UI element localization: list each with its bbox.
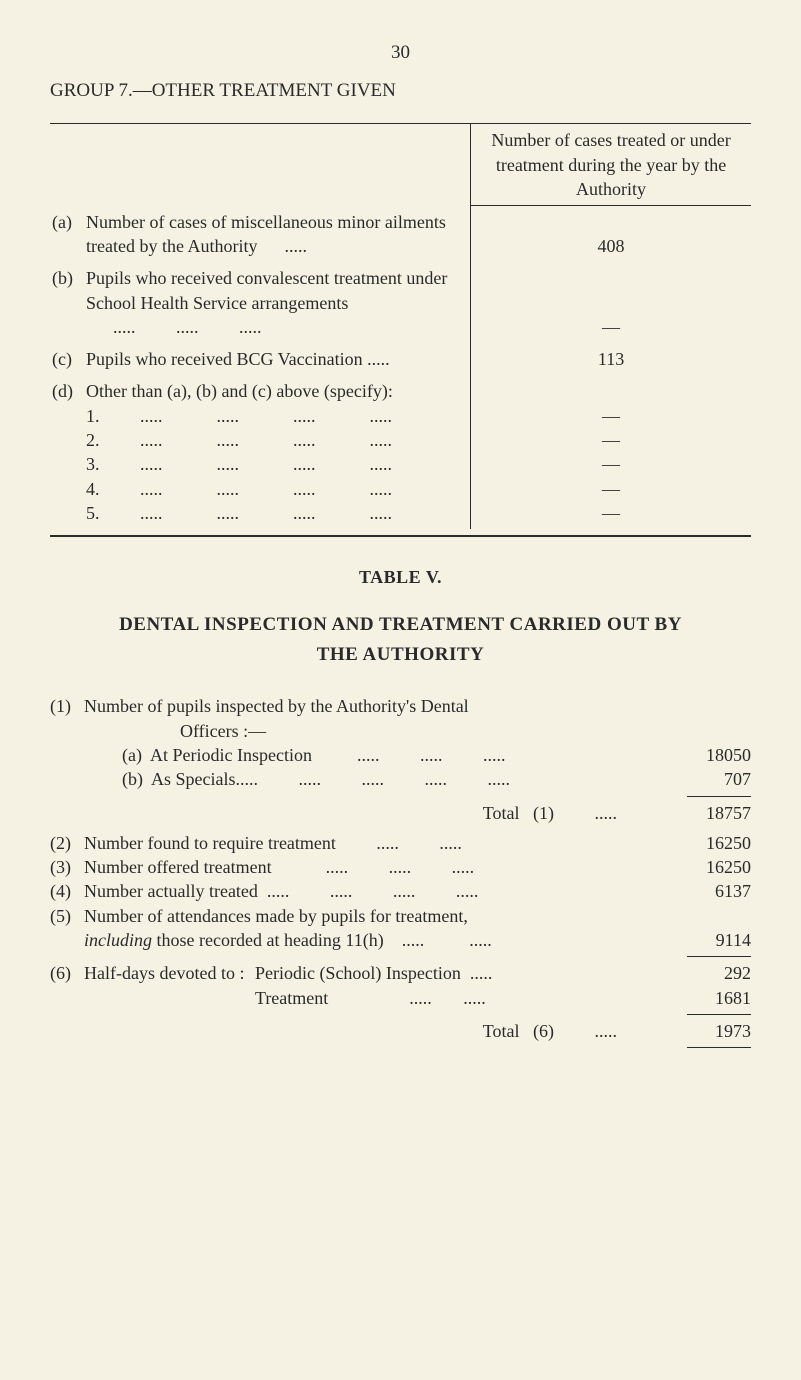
item3-value: 16250 (677, 855, 751, 879)
sub2-dots: ..... ..... ..... ..... (100, 430, 393, 450)
item6-num: (6) (50, 961, 84, 985)
total1-value: 18757 (677, 801, 751, 825)
item5-post: those recorded at heading 11(h) ..... ..… (152, 930, 492, 950)
item1b-value: 707 (677, 767, 751, 791)
rule-bottom (50, 535, 751, 537)
row-d-sub2: 2. ..... ..... ..... ..... (86, 428, 462, 452)
row-d: (d) Other than (a), (b) and (c) above (s… (52, 379, 462, 403)
treatment-table: Number of cases treated or under treatme… (50, 124, 751, 529)
item2-num: (2) (50, 831, 84, 855)
dental-item-6: (6) Half-days devoted to : Periodic (Sch… (50, 961, 751, 1010)
sub5-dots: ..... ..... ..... ..... (100, 503, 393, 523)
item6-r2-value: 1681 (677, 986, 751, 1010)
row-d-text: Other than (a), (b) and (c) above (speci… (86, 379, 462, 403)
dental-item-1a: (a) At Periodic Inspection ..... ..... .… (122, 743, 751, 767)
row-d-sub1: 1. ..... ..... ..... ..... (86, 404, 462, 428)
item3-num: (3) (50, 855, 84, 879)
row-d-sub5-value: — (471, 501, 751, 529)
item5-including: including (84, 930, 152, 950)
row-d-sub4-value: — (471, 477, 751, 501)
item6-r2-text: Treatment ..... ..... (255, 986, 677, 1010)
row-d-tag: (d) (52, 379, 86, 403)
row-a-tag: (a) (52, 210, 86, 259)
item1-text: Number of pupils inspected by the Author… (84, 694, 751, 718)
row-c: (c) Pupils who received BCG Vaccination … (52, 347, 462, 371)
dental-heading: DENTAL INSPECTION AND TREATMENT CARRIED … (50, 610, 751, 671)
item5-num: (5) (50, 904, 84, 928)
item6-r1-value: 292 (677, 961, 751, 985)
row-a: (a) Number of cases of miscellaneous min… (52, 210, 462, 259)
item6-row1: Periodic (School) Inspection ..... 292 (255, 961, 751, 985)
page-number: 30 (50, 40, 751, 66)
item2-text: Number found to require treatment ..... … (84, 831, 677, 855)
item5-text-l1: Number of attendances made by pupils for… (84, 904, 751, 928)
group-heading: GROUP 7.—OTHER TREATMENT GIVEN (50, 78, 751, 104)
sub1-dots: ..... ..... ..... ..... (100, 406, 393, 426)
dental-heading-line1: DENTAL INSPECTION AND TREATMENT CARRIED … (119, 614, 682, 635)
row-d-sub1-value: — (471, 404, 751, 428)
row-a-text: Number of cases of miscellaneous minor a… (86, 210, 462, 259)
dental-heading-line2: THE AUTHORITY (317, 644, 485, 665)
total-1: Total (1) ..... 18757 (50, 801, 751, 825)
item1b-text: (b) As Specials..... ..... ..... ..... .… (122, 767, 677, 791)
sub3-num: 3. (86, 454, 100, 474)
total6-value: 1973 (677, 1019, 751, 1043)
item1a-value: 18050 (677, 743, 751, 767)
row-d-sub5: 5. ..... ..... ..... ..... (86, 501, 462, 525)
item3-text: Number offered treatment ..... ..... ...… (84, 855, 677, 879)
sub4-num: 4. (86, 479, 100, 499)
row-a-value: 408 (471, 206, 751, 263)
item4-text: Number actually treated ..... ..... ....… (84, 879, 677, 903)
dental-item-3: (3) Number offered treatment ..... .....… (50, 855, 751, 879)
total1-label: Total (1) ..... (483, 801, 617, 825)
item1-num: (1) (50, 694, 84, 718)
row-d-sub3-value: — (471, 452, 751, 476)
sub4-dots: ..... ..... ..... ..... (100, 479, 393, 499)
sub5-num: 5. (86, 503, 100, 523)
total6-label: Total (6) ..... (483, 1019, 617, 1043)
item4-value: 6137 (677, 879, 751, 903)
dental-item-4: (4) Number actually treated ..... ..... … (50, 879, 751, 903)
dental-item-1b: (b) As Specials..... ..... ..... ..... .… (122, 767, 751, 791)
item5-text-l2: including those recorded at heading 11(h… (84, 928, 677, 952)
item6-r1-text: Periodic (School) Inspection ..... (255, 961, 677, 985)
row-c-tag: (c) (52, 347, 86, 371)
row-d-sub2-value: — (471, 428, 751, 452)
sub3-dots: ..... ..... ..... ..... (100, 454, 393, 474)
row-d-sub4: 4. ..... ..... ..... ..... (86, 477, 462, 501)
item6-row2: Treatment ..... ..... 1681 (255, 986, 751, 1010)
dental-item-5-line1: (5) Number of attendances made by pupils… (50, 904, 751, 928)
dental-item-5-line2: including those recorded at heading 11(h… (50, 928, 751, 952)
row-b-tag: (b) (52, 266, 86, 339)
rule-final (687, 1047, 751, 1048)
row-b: (b) Pupils who received convalescent tre… (52, 266, 462, 339)
row-b-text: Pupils who received convalescent treat­m… (86, 266, 462, 339)
row-c-value: 113 (471, 343, 751, 375)
item1a-text: (a) At Periodic Inspection ..... ..... .… (122, 743, 677, 767)
table-v-title: TABLE V. (50, 565, 751, 589)
sub2-num: 2. (86, 430, 100, 450)
dental-item-2: (2) Number found to require treatment ..… (50, 831, 751, 855)
rule-subtotal-6 (687, 1014, 751, 1015)
column-header-cases: Number of cases treated or under treatme… (471, 124, 751, 205)
row-c-text: Pupils who received BCG Vaccination ....… (86, 347, 462, 371)
row-b-value: — (471, 262, 751, 343)
item5-value: 9114 (677, 928, 751, 952)
dental-item-1: (1) Number of pupils inspected by the Au… (50, 694, 751, 718)
row-d-sub3: 3. ..... ..... ..... ..... (86, 452, 462, 476)
item4-num: (4) (50, 879, 84, 903)
item2-value: 16250 (677, 831, 751, 855)
officers-label: Officers :— (180, 719, 751, 743)
sub1-num: 1. (86, 406, 100, 426)
item6-lead: Half-days devoted to : (84, 961, 255, 1010)
rule-subtotal-1 (687, 796, 751, 797)
rule-after-5 (687, 956, 751, 957)
total-6: Total (6) ..... 1973 (50, 1019, 751, 1043)
